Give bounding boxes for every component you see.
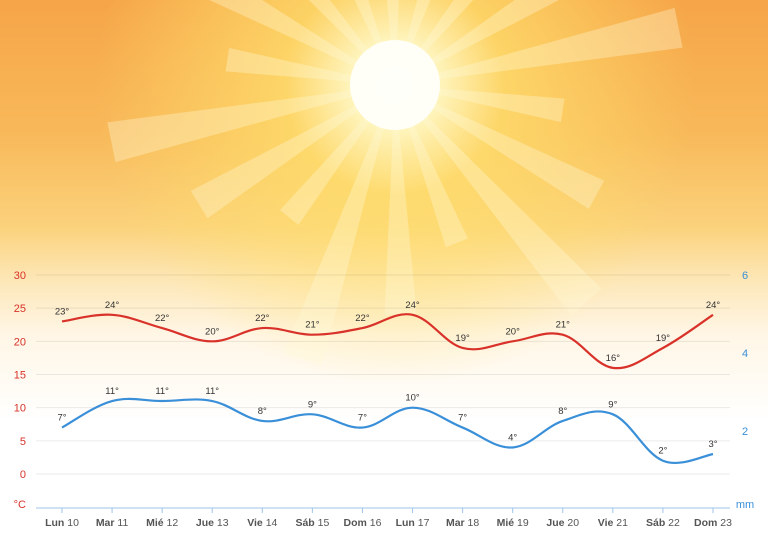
sun-ray <box>107 85 396 163</box>
sun-ray <box>279 85 395 225</box>
left-tick-label: 5 <box>20 436 26 448</box>
data-label: 20° <box>205 326 220 337</box>
data-label: 24° <box>105 300 120 311</box>
right-tick-label: 6 <box>742 270 748 282</box>
data-label: 23° <box>55 306 70 317</box>
left-tick-label: 25 <box>14 303 26 315</box>
x-tick-label: Lun 10 <box>45 517 79 529</box>
x-tick-label: Mié 12 <box>146 517 178 529</box>
data-label: 22° <box>255 313 270 324</box>
series-layer <box>61 313 714 464</box>
series-line-1 <box>61 313 714 370</box>
right-axis-unit: mm <box>736 499 754 511</box>
x-tick-label: Vie 14 <box>247 517 277 529</box>
sun-ray <box>395 7 683 86</box>
data-label: 21° <box>305 320 320 331</box>
sun-ray <box>395 85 605 209</box>
left-tick-label: 0 <box>20 469 26 481</box>
x-tick-label: Dom 16 <box>343 517 381 529</box>
data-label: 8° <box>558 406 567 417</box>
x-tick-label: Jue 13 <box>196 517 229 529</box>
data-label: 21° <box>556 320 571 331</box>
x-tick-label: Jue 20 <box>546 517 579 529</box>
data-label: 16° <box>606 353 621 364</box>
data-label: 7° <box>358 413 367 424</box>
right-tick-label: 4 <box>742 348 748 360</box>
data-label: 9° <box>308 399 317 410</box>
data-label: 11° <box>205 386 219 397</box>
data-label: 24° <box>706 300 721 311</box>
sun-ray <box>308 0 395 85</box>
x-tick-label: Vie 21 <box>598 517 628 529</box>
data-label: 22° <box>355 313 370 324</box>
left-tick-label: 15 <box>14 370 26 382</box>
data-label: 3° <box>708 439 717 450</box>
sun-ray <box>283 85 395 366</box>
x-tick-label: Lun 17 <box>396 517 430 529</box>
left-tick-label: 20 <box>14 336 26 348</box>
left-tick-label: 10 <box>14 403 26 415</box>
grid-lines <box>36 274 730 475</box>
x-tick-label: Sáb 15 <box>295 517 329 529</box>
data-label: 22° <box>155 313 170 324</box>
sun-ray <box>209 0 395 85</box>
data-label: 4° <box>508 432 517 443</box>
sun-ray <box>384 85 417 315</box>
left-tick-label: 30 <box>14 270 26 282</box>
left-axis: 30 25 20 15 10 5 0 °C <box>14 270 26 511</box>
data-label: 8° <box>258 406 267 417</box>
data-label: 19° <box>455 333 470 344</box>
data-label: 24° <box>405 300 420 311</box>
data-label: 2° <box>658 446 667 457</box>
x-axis: Lun 10 Mar 11 Mié 12 Jue 13 Vie 14 Sáb 15 Dom … <box>36 507 732 529</box>
left-axis-unit: °C <box>14 499 26 511</box>
data-label: 20° <box>506 326 521 337</box>
sun-ray <box>395 0 560 85</box>
data-label: 7° <box>57 413 66 424</box>
x-tick-label: Mié 19 <box>497 517 529 529</box>
data-label: 11° <box>105 386 119 397</box>
x-tick-label: Mar 11 <box>96 517 129 529</box>
data-label: 11° <box>155 386 169 397</box>
sun-ray <box>395 85 602 316</box>
right-axis: 6 4 2 mm <box>736 270 754 511</box>
sun-ray <box>395 0 474 85</box>
x-tick-label: Dom 23 <box>694 517 732 529</box>
data-label: 7° <box>458 413 467 424</box>
x-tick-label: Mar 18 <box>446 517 479 529</box>
right-tick-label: 2 <box>742 426 748 438</box>
sun-ray <box>190 85 395 219</box>
sun-core <box>350 40 440 130</box>
data-label: 10° <box>405 393 420 404</box>
data-label: 19° <box>656 333 671 344</box>
series-line-2 <box>61 397 714 464</box>
x-tick-label: Sáb 22 <box>646 517 680 529</box>
data-label: 9° <box>608 399 617 410</box>
data-labels: 23° 24° 22° 20° 22° 21° 22° 24° 19° 20° 21° 16° 19° 2… <box>55 300 721 457</box>
